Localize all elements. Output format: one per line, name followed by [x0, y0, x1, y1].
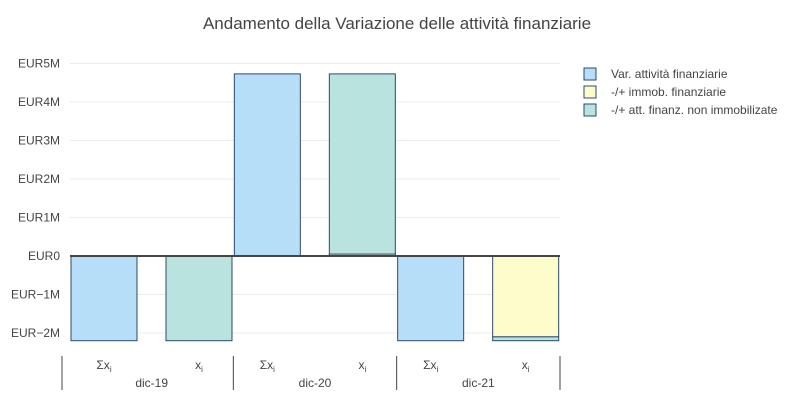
bar [233, 73, 301, 257]
grid [70, 63, 560, 334]
chart-title: Andamento della Variazione delle attivit… [203, 14, 591, 33]
legend: Var. attività finanziarie -/+ immob. fina… [583, 67, 778, 117]
bar [328, 73, 396, 255]
x-tick-label: Σxi [260, 358, 275, 374]
x-group-label: dic-19 [135, 376, 168, 390]
bar [165, 255, 233, 342]
y-tick-label: EUR−2M [11, 326, 60, 340]
y-tick-label: EUR1M [18, 211, 60, 225]
y-tick-label: EUR5M [18, 57, 60, 71]
bar [492, 336, 560, 342]
bars [70, 73, 560, 342]
x-tick-label: Σxi [423, 358, 438, 374]
x-group-label: dic-21 [462, 376, 495, 390]
x-tick-label: xi [195, 358, 203, 374]
legend-label: -/+ att. finanz. non immobilizate [611, 103, 778, 117]
y-tick-label: EUR4M [18, 95, 60, 109]
x-group-label: dic-20 [299, 376, 332, 390]
y-tick-label: EUR3M [18, 134, 60, 148]
legend-swatch [583, 67, 597, 81]
x-tick-label: Σxi [96, 358, 111, 374]
legend-swatch [583, 103, 597, 117]
x-tick-label: xi [522, 358, 530, 374]
bar [70, 255, 138, 342]
legend-label: -/+ immob. finanziarie [611, 85, 726, 99]
y-tick-label: EUR−1M [11, 288, 60, 302]
y-tick-label: EUR2M [18, 172, 60, 186]
legend-label: Var. attività finanziarie [611, 67, 728, 81]
legend-swatch [583, 85, 597, 99]
axes: EUR5M EUR4M EUR3M EUR2M EUR1M EUR0 EUR−1M EUR−2… [11, 57, 561, 390]
x-tick-label: xi [358, 358, 366, 374]
y-tick-label: EUR0 [28, 249, 60, 263]
bar [492, 255, 560, 338]
bar [397, 255, 465, 342]
